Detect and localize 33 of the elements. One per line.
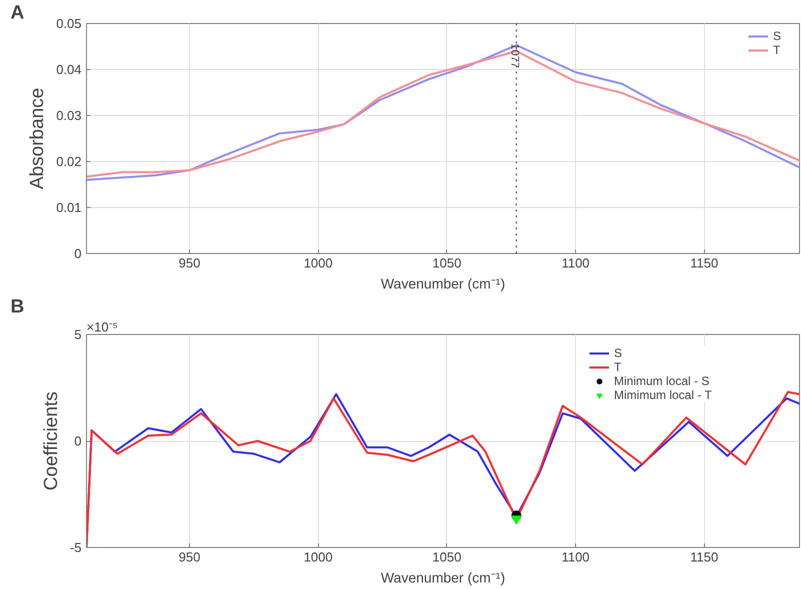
y-tick-label: 0.05	[56, 16, 82, 31]
y-axis-title: Coefficients	[40, 392, 62, 490]
x-tick-label: 1100	[562, 550, 590, 564]
y-axis-title: Absorbance	[27, 88, 48, 190]
y-tick-label: 0.04	[56, 62, 82, 77]
text: B	[10, 296, 24, 318]
y-tick-label: 5	[74, 327, 82, 342]
text: ×10⁻⁵	[86, 320, 118, 334]
legend-label: S	[614, 346, 624, 360]
x-tick-label: 1000	[304, 256, 333, 270]
x-tick-label: 1050	[432, 550, 462, 564]
x-axis-title: Wavenumber (cm⁻¹)	[380, 570, 506, 586]
y-tick-label: 0.01	[56, 200, 82, 215]
x-tick-label: 1100	[562, 256, 590, 270]
legend-label: Mimimum local - T	[614, 388, 712, 402]
x-tick-label: 1050	[432, 256, 462, 270]
x-tick-label: 950	[178, 256, 200, 270]
ref-line-label: 1077	[508, 44, 520, 68]
y-tick-label: 0	[74, 434, 82, 448]
x-tick-label: 950	[178, 550, 200, 564]
x-tick-label: 1150	[690, 256, 718, 270]
legend-label: Minimum local - S	[614, 374, 710, 388]
y-tick-label: 0.02	[56, 154, 82, 169]
y-tick-label: -5	[70, 540, 82, 555]
x-tick-label: 1150	[690, 550, 718, 564]
text: A	[10, 2, 24, 24]
y-tick-label: 0.03	[56, 108, 82, 123]
legend-label: T	[773, 43, 782, 57]
legend-label: S	[773, 29, 782, 43]
x-tick-label: 1000	[304, 550, 333, 564]
y-tick-label: 0	[74, 246, 82, 261]
legend-label: T	[614, 360, 622, 374]
x-axis-title: Wavenumber (cm⁻¹)	[380, 276, 506, 292]
